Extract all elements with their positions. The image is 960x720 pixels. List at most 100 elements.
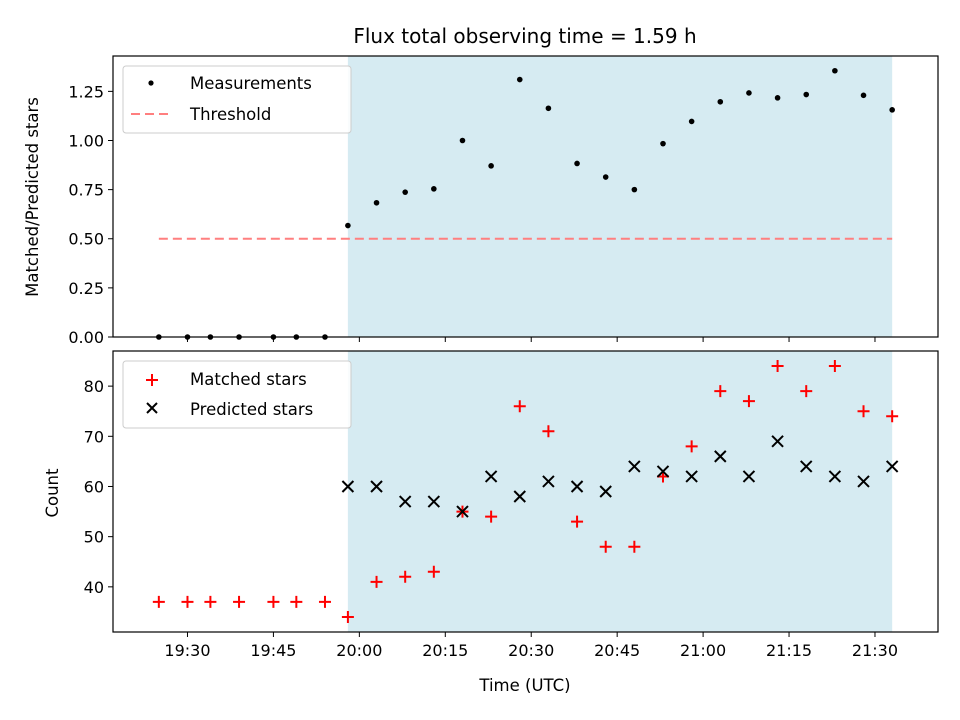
matched-star-point — [714, 385, 727, 398]
legend-threshold-label: Threshold — [189, 105, 271, 124]
matched-star-point — [152, 595, 165, 608]
legend-predicted-label: Predicted stars — [190, 400, 313, 419]
matched-star-point — [318, 595, 331, 608]
predicted-star-point — [685, 470, 698, 483]
matched-star-point — [886, 410, 899, 423]
matched-star-point — [828, 360, 841, 373]
x-axis-label: Time (UTC) — [478, 676, 570, 695]
bottom-legend: Matched stars Predicted stars — [122, 360, 352, 429]
measurement-point — [774, 95, 781, 101]
y-tick-label: 0.00 — [68, 328, 104, 347]
y-tick-label: 40 — [84, 578, 104, 597]
measurement-point — [574, 160, 580, 167]
measurement-point — [688, 118, 695, 125]
x-tick-label: 20:00 — [336, 641, 382, 660]
predicted-star-point — [542, 475, 555, 488]
y-tick-label: 1.25 — [68, 82, 104, 101]
measurement-point — [488, 163, 494, 169]
matched-star-point — [628, 540, 641, 553]
measurement-point — [402, 189, 408, 195]
measurement-point — [889, 107, 895, 113]
measurement-point — [832, 67, 838, 74]
top-legend: Measurements Threshold — [122, 65, 352, 134]
bottom-plot-frame — [112, 350, 939, 633]
measurement-point — [345, 222, 351, 229]
predicted-star-point — [828, 470, 842, 483]
x-tick-label: 20:15 — [422, 641, 468, 660]
matched-star-point — [485, 510, 498, 523]
y-tick-label: 70 — [84, 427, 104, 446]
legend-matched-label: Matched stars — [190, 370, 307, 389]
top-y-axis-label: Matched/Predicted stars — [23, 97, 42, 297]
measurement-point — [459, 137, 466, 144]
x-tick-label: 21:30 — [852, 641, 898, 660]
predicted-star-point — [484, 470, 498, 483]
predicted-star-point — [656, 465, 670, 478]
predicted-star-point — [341, 480, 355, 493]
x-tick-label: 20:30 — [508, 641, 554, 660]
predicted-star-point — [570, 480, 584, 493]
matched-star-point — [399, 570, 412, 583]
predicted-star-point — [800, 460, 813, 473]
matched-star-point — [290, 595, 303, 608]
matched-star-point — [571, 515, 584, 528]
y-tick-label: 0.75 — [68, 181, 104, 200]
predicted-star-point — [456, 505, 469, 518]
predicted-star-point — [857, 475, 870, 488]
x-tick-label: 19:45 — [250, 641, 296, 660]
observing-window-shade-top — [347, 56, 893, 337]
predicted-star-point — [885, 460, 899, 473]
matched-star-point — [599, 540, 612, 553]
y-tick-label: 1.00 — [68, 131, 104, 150]
measurement-point — [545, 105, 552, 112]
matched-star-point — [233, 595, 246, 608]
predicted-star-point — [714, 450, 727, 463]
predicted-star-point — [370, 480, 383, 493]
legend-dot-marker — [148, 80, 154, 86]
matched-star-point — [685, 440, 698, 453]
matched-star-point — [204, 595, 217, 608]
y-tick-label: 0.50 — [68, 230, 104, 249]
x-tick-label: 21:15 — [766, 641, 812, 660]
measurement-point — [631, 186, 638, 193]
legend-x-marker — [146, 402, 158, 414]
predicted-star-point — [742, 470, 756, 483]
matched-star-point — [513, 400, 526, 413]
predicted-star-point — [398, 495, 412, 508]
x-tick-label: 20:45 — [594, 641, 640, 660]
matched-star-point — [542, 425, 555, 438]
predicted-star-point — [771, 435, 784, 448]
bottom-y-axis-label: Count — [43, 468, 62, 518]
y-tick-label: 60 — [84, 477, 104, 496]
measurement-point — [860, 92, 867, 99]
predicted-star-point — [599, 485, 612, 498]
matched-star-point — [427, 565, 440, 578]
matched-star-point — [800, 385, 813, 398]
observing-window-shade-bottom — [347, 351, 893, 632]
bottom-panel: 19:30 19:45 20:00 20:15 20:30 20:45 21:00 21:15… — [43, 350, 939, 695]
measurement-point — [431, 186, 437, 192]
measurement-point — [717, 98, 724, 105]
predicted-star-point — [427, 495, 441, 508]
matched-star-point — [267, 595, 280, 608]
x-tick-label: 21:00 — [680, 641, 726, 660]
matched-star-point — [857, 405, 870, 418]
legend-plus-marker — [146, 374, 158, 386]
measurement-point — [660, 140, 666, 147]
measurement-point — [746, 90, 752, 96]
matched-star-point — [181, 595, 194, 608]
top-plot-frame — [112, 55, 939, 338]
matched-star-point — [370, 575, 383, 588]
x-tick-label: 19:30 — [164, 641, 210, 660]
matched-star-point — [742, 395, 755, 408]
y-tick-label: 50 — [84, 528, 104, 547]
measurement-point — [803, 91, 810, 98]
predicted-star-point — [628, 460, 641, 473]
measurement-point — [516, 76, 523, 83]
chart-title: Flux total observing time = 1.59 h — [353, 24, 696, 48]
top-panel: 0.00 0.25 0.50 0.75 1.00 1.25 Matched/Predict… — [23, 55, 939, 347]
legend-measurements-label: Measurements — [190, 74, 312, 93]
predicted-star-point — [513, 490, 526, 503]
measurement-point — [602, 174, 609, 180]
